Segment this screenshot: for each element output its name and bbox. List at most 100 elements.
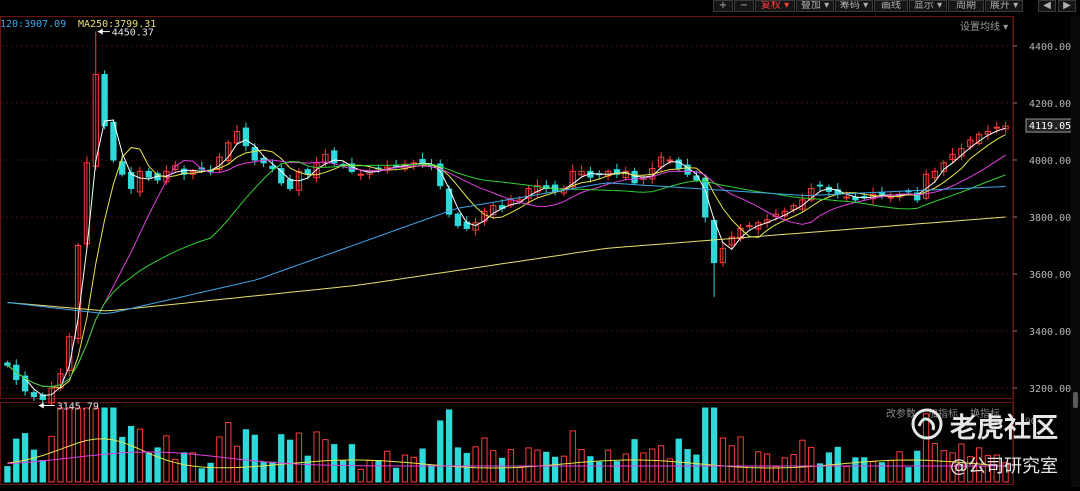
volume-bar: [790, 454, 797, 483]
candle-body: [719, 247, 727, 264]
candle-body: [172, 165, 179, 171]
volume-bar: [878, 462, 886, 483]
volume-bar: [410, 456, 417, 483]
volume-bar: [719, 437, 727, 483]
volume-bar: [808, 446, 815, 483]
price-tick-label: 3800.00: [1029, 213, 1071, 224]
zoom-in-button[interactable]: +: [713, 0, 733, 12]
volume-bar: [560, 455, 568, 483]
volume-bar: [843, 466, 850, 483]
candle-body: [728, 236, 735, 246]
candle-body: [755, 222, 762, 230]
candle-body: [419, 158, 426, 164]
volume-bar: [172, 458, 179, 483]
candle-body: [746, 225, 753, 228]
candle-body: [127, 172, 135, 189]
switch-indicator-button[interactable]: 换指标: [970, 409, 1000, 420]
volume-bar: [392, 467, 400, 483]
volume-bar: [119, 436, 126, 483]
price-tick-label: 4400.00: [1029, 42, 1071, 53]
volume-bar: [331, 444, 338, 483]
expand-button[interactable]: 展开 ▾: [985, 0, 1023, 12]
price-tick-label: 4000.00: [1029, 156, 1071, 167]
candle-body: [21, 375, 29, 392]
draw-line-button[interactable]: 画线: [874, 0, 908, 12]
candle-body: [4, 362, 11, 366]
candle-body: [251, 146, 258, 161]
volume-bar: [92, 407, 99, 483]
volume-bar: [304, 455, 311, 483]
volume-bar: [445, 409, 453, 483]
volume-bar: [596, 461, 603, 483]
volume-bar: [1002, 462, 1009, 483]
display-button[interactable]: 显示 ▾: [909, 0, 947, 12]
volume-bar: [799, 439, 806, 483]
candle-body: [225, 142, 232, 162]
zoom-out-button[interactable]: −: [734, 0, 754, 12]
volume-bar: [39, 460, 46, 483]
candle-body: [233, 130, 241, 144]
candle-body: [286, 178, 294, 189]
volume-bar: [781, 457, 788, 483]
candle-body: [843, 196, 850, 199]
candle-body: [666, 159, 674, 162]
volume-bar: [428, 464, 435, 483]
candle-body: [799, 199, 806, 210]
next-arrow-icon[interactable]: ▶: [1058, 0, 1076, 12]
edit-params-button[interactable]: 改参数: [886, 409, 916, 420]
chips-button[interactable]: 筹码 ▾: [835, 0, 873, 12]
volume-bar: [896, 451, 903, 483]
volume-bar: [755, 451, 762, 483]
volume-bar: [83, 407, 91, 483]
volume-bar: [154, 447, 161, 483]
candle-body: [454, 213, 462, 227]
add-indicator-button[interactable]: 加指标: [928, 409, 958, 420]
candle-body: [931, 170, 939, 179]
ma5-line: [7, 119, 1006, 397]
volume-bar: [631, 439, 638, 483]
volume-bar: [136, 428, 144, 483]
candle-body: [675, 159, 682, 170]
volume-bar: [613, 461, 621, 483]
volume-bar: [48, 435, 55, 483]
volume-bar: [887, 460, 894, 483]
price-tick-label: 3600.00: [1029, 270, 1071, 281]
scrollbar-thumb[interactable]: [1073, 392, 1078, 408]
candle-body: [322, 153, 329, 164]
volume-bar: [216, 436, 223, 483]
volume-bar: [145, 452, 152, 483]
prev-arrow-icon[interactable]: ◀: [1038, 0, 1056, 12]
candle-body: [534, 185, 541, 193]
volume-bar: [728, 445, 735, 483]
candle-body: [110, 121, 117, 161]
candle-body: [366, 170, 373, 175]
volume-bar: [313, 431, 320, 483]
candle-body: [437, 163, 444, 187]
volume-bar: [57, 407, 64, 483]
volume-bar: [772, 466, 780, 483]
low-label: 3145.79: [57, 401, 99, 412]
candle-body: [569, 170, 576, 188]
candle-body: [861, 195, 868, 198]
overlay-button[interactable]: 叠加 ▾: [796, 0, 834, 12]
volume-bar: [375, 460, 382, 483]
set-ma-button[interactable]: 设置均线 ▾: [960, 22, 1009, 33]
volume-bar: [74, 407, 82, 483]
candle-body: [1002, 125, 1009, 130]
watermark-sub: @公司研究室: [950, 456, 1058, 477]
candle-body: [74, 245, 82, 339]
ma60-line: [7, 160, 1006, 388]
candle-body: [136, 170, 144, 193]
adjust-button[interactable]: 复权 ▾: [755, 0, 795, 12]
right-scrollbar[interactable]: [1071, 16, 1080, 487]
period-button[interactable]: 周期: [948, 0, 984, 12]
candle-body: [490, 205, 497, 216]
chart-toolbar: + − 复权 ▾ 叠加 ▾ 筹码 ▾ 画线 显示 ▾ 周期 展开 ▾ ◀ ▶: [0, 0, 1080, 12]
candle-body: [693, 175, 700, 181]
volume-bar: [30, 449, 38, 483]
candle-body: [984, 130, 992, 135]
volume-bar: [348, 444, 356, 483]
volume-ma-line-1: [7, 438, 1006, 469]
volume-tick-label: 90: [1025, 417, 1037, 427]
candle-body: [278, 168, 285, 184]
